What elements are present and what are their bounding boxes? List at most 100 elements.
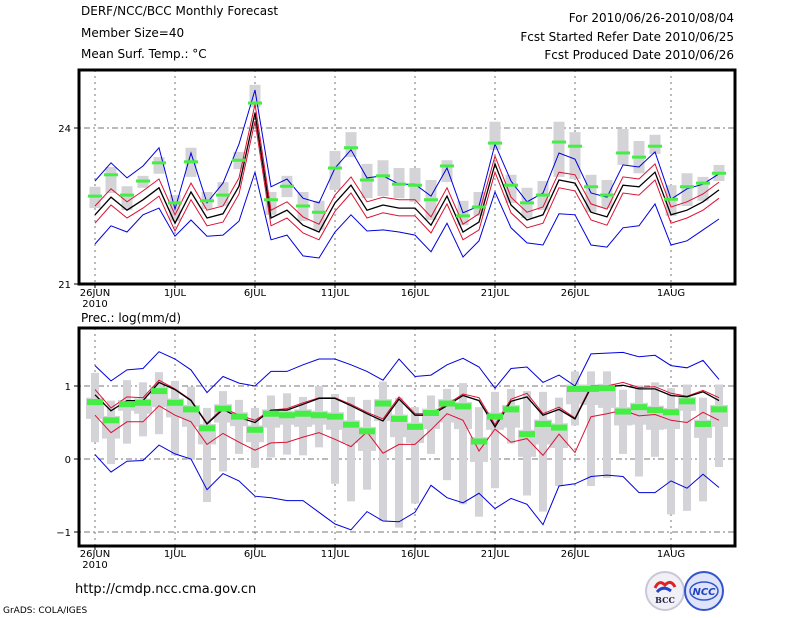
prec-median-marker bbox=[631, 404, 647, 411]
temp-year-label: 2010 bbox=[82, 299, 107, 310]
temp-xtick-label: 1AUG bbox=[657, 288, 685, 299]
prec-median-marker bbox=[567, 385, 583, 392]
temp-median-marker bbox=[536, 193, 550, 197]
prec-median-marker bbox=[199, 425, 215, 432]
forecast-period: For 2010/06/26-2010/08/04 bbox=[568, 11, 734, 25]
temp-ytick-label: 24 bbox=[58, 124, 71, 135]
member-size: Member Size=40 bbox=[81, 26, 185, 40]
prec-whisker bbox=[459, 383, 467, 505]
prec-median-marker bbox=[359, 428, 375, 435]
temp-box bbox=[441, 160, 453, 183]
temp-median-marker bbox=[296, 204, 310, 208]
temp-xtick-label: 26JUN bbox=[80, 288, 110, 299]
temp-box bbox=[249, 84, 261, 108]
prec-median-marker bbox=[119, 401, 135, 408]
prec-xtick-label: 1AUG bbox=[657, 549, 685, 560]
bottom-variable-label: Prec.: log(mm/d) bbox=[81, 311, 182, 325]
prec-whisker bbox=[603, 371, 611, 478]
svg-text:NCC: NCC bbox=[692, 587, 716, 598]
temp-box bbox=[649, 134, 661, 154]
prec-xtick-label: 11JUL bbox=[321, 549, 350, 560]
temp-box bbox=[473, 191, 485, 216]
prec-median-marker bbox=[327, 413, 343, 420]
temp-median-marker bbox=[200, 199, 214, 203]
prec-xtick-label: 26JUL bbox=[561, 549, 590, 560]
prec-whisker bbox=[587, 371, 595, 487]
temp-ytick-label: 21 bbox=[58, 280, 71, 291]
temp-box bbox=[697, 176, 709, 201]
prec-median-marker bbox=[423, 410, 439, 417]
temp-median-marker bbox=[312, 210, 326, 214]
forecast-title: DERF/NCC/BCC Monthly Forecast bbox=[81, 4, 279, 18]
prec-whisker bbox=[475, 407, 483, 517]
top-variable-label: Mean Surf. Temp.: °C bbox=[81, 47, 207, 61]
prec-upper-line bbox=[94, 351, 720, 394]
temp-xtick-label: 16JUL bbox=[401, 288, 430, 299]
temp-median-marker bbox=[376, 174, 390, 178]
prec-median-marker bbox=[103, 417, 119, 424]
temp-median-marker bbox=[88, 194, 102, 198]
prec-xtick-label: 26JUN bbox=[80, 549, 110, 560]
source-url[interactable]: http://cmdp.ncc.cma.gov.cn bbox=[75, 582, 257, 597]
temp-median-marker bbox=[600, 193, 614, 197]
temp-median-marker bbox=[584, 185, 598, 189]
temp-median-marker bbox=[456, 214, 470, 218]
prec-median-marker bbox=[231, 413, 247, 420]
temp-box bbox=[153, 157, 165, 174]
temp-box bbox=[617, 129, 629, 165]
temp-box bbox=[553, 121, 565, 177]
temp-median-marker bbox=[632, 155, 646, 159]
prec-median-marker bbox=[279, 412, 295, 419]
prec-median-marker bbox=[167, 399, 183, 406]
temp-median-marker bbox=[136, 179, 150, 183]
prec-ytick-label: 0 bbox=[65, 455, 71, 466]
temp-xtick-label: 11JUL bbox=[321, 288, 350, 299]
temp-median-marker bbox=[328, 166, 342, 170]
temp-box bbox=[505, 174, 517, 203]
temp-box bbox=[489, 121, 501, 150]
temp-box bbox=[585, 174, 597, 213]
temp-median-marker bbox=[344, 146, 358, 150]
temp-upper-line bbox=[94, 89, 720, 214]
temp-median-marker bbox=[504, 183, 518, 187]
temp-lower-line bbox=[94, 170, 720, 259]
prec-median-marker bbox=[599, 385, 615, 392]
prec-median-marker bbox=[535, 420, 551, 427]
temp-xtick-label: 21JUL bbox=[481, 288, 510, 299]
prec-median-marker bbox=[215, 405, 231, 412]
temp-median-marker bbox=[664, 197, 678, 201]
prec-chart-frame bbox=[77, 326, 737, 548]
temp-median-marker bbox=[104, 173, 118, 177]
prec-xtick-label: 21JUL bbox=[481, 549, 510, 560]
temp-median-marker bbox=[712, 171, 726, 175]
prec-ytick-label: −1 bbox=[56, 528, 71, 539]
temp-box bbox=[329, 150, 341, 190]
temp-box bbox=[105, 167, 117, 193]
prec-whisker bbox=[123, 380, 131, 444]
prec-median-marker bbox=[407, 423, 423, 430]
prec-whisker bbox=[635, 385, 643, 477]
prec-whisker bbox=[411, 407, 419, 504]
prec-whisker bbox=[219, 391, 227, 472]
temp-median-marker bbox=[680, 185, 694, 189]
prec-median-marker bbox=[151, 388, 167, 395]
temp-xtick-label: 26JUL bbox=[561, 288, 590, 299]
prec-ytick-label: 1 bbox=[65, 382, 71, 393]
ncc-logo-icon: NCC bbox=[689, 581, 719, 601]
prec-whisker bbox=[379, 381, 387, 522]
temp-chart-frame bbox=[77, 68, 737, 286]
temp-median-marker bbox=[216, 193, 230, 197]
bcc-logo-icon: BCC bbox=[653, 580, 677, 605]
temp-median-marker bbox=[392, 182, 406, 186]
bcc-logo: BCC bbox=[645, 571, 685, 611]
prec-median-marker bbox=[487, 413, 503, 420]
prec-median-marker bbox=[455, 403, 471, 410]
temp-box bbox=[377, 160, 389, 197]
temp-median-marker bbox=[616, 151, 630, 155]
prec-median-marker bbox=[263, 410, 279, 417]
temp-median-marker bbox=[152, 161, 166, 165]
prec-xtick-label: 1JUL bbox=[164, 549, 187, 560]
prec-median-marker bbox=[183, 406, 199, 413]
prec-whisker bbox=[171, 380, 179, 456]
temp-box bbox=[345, 132, 357, 158]
